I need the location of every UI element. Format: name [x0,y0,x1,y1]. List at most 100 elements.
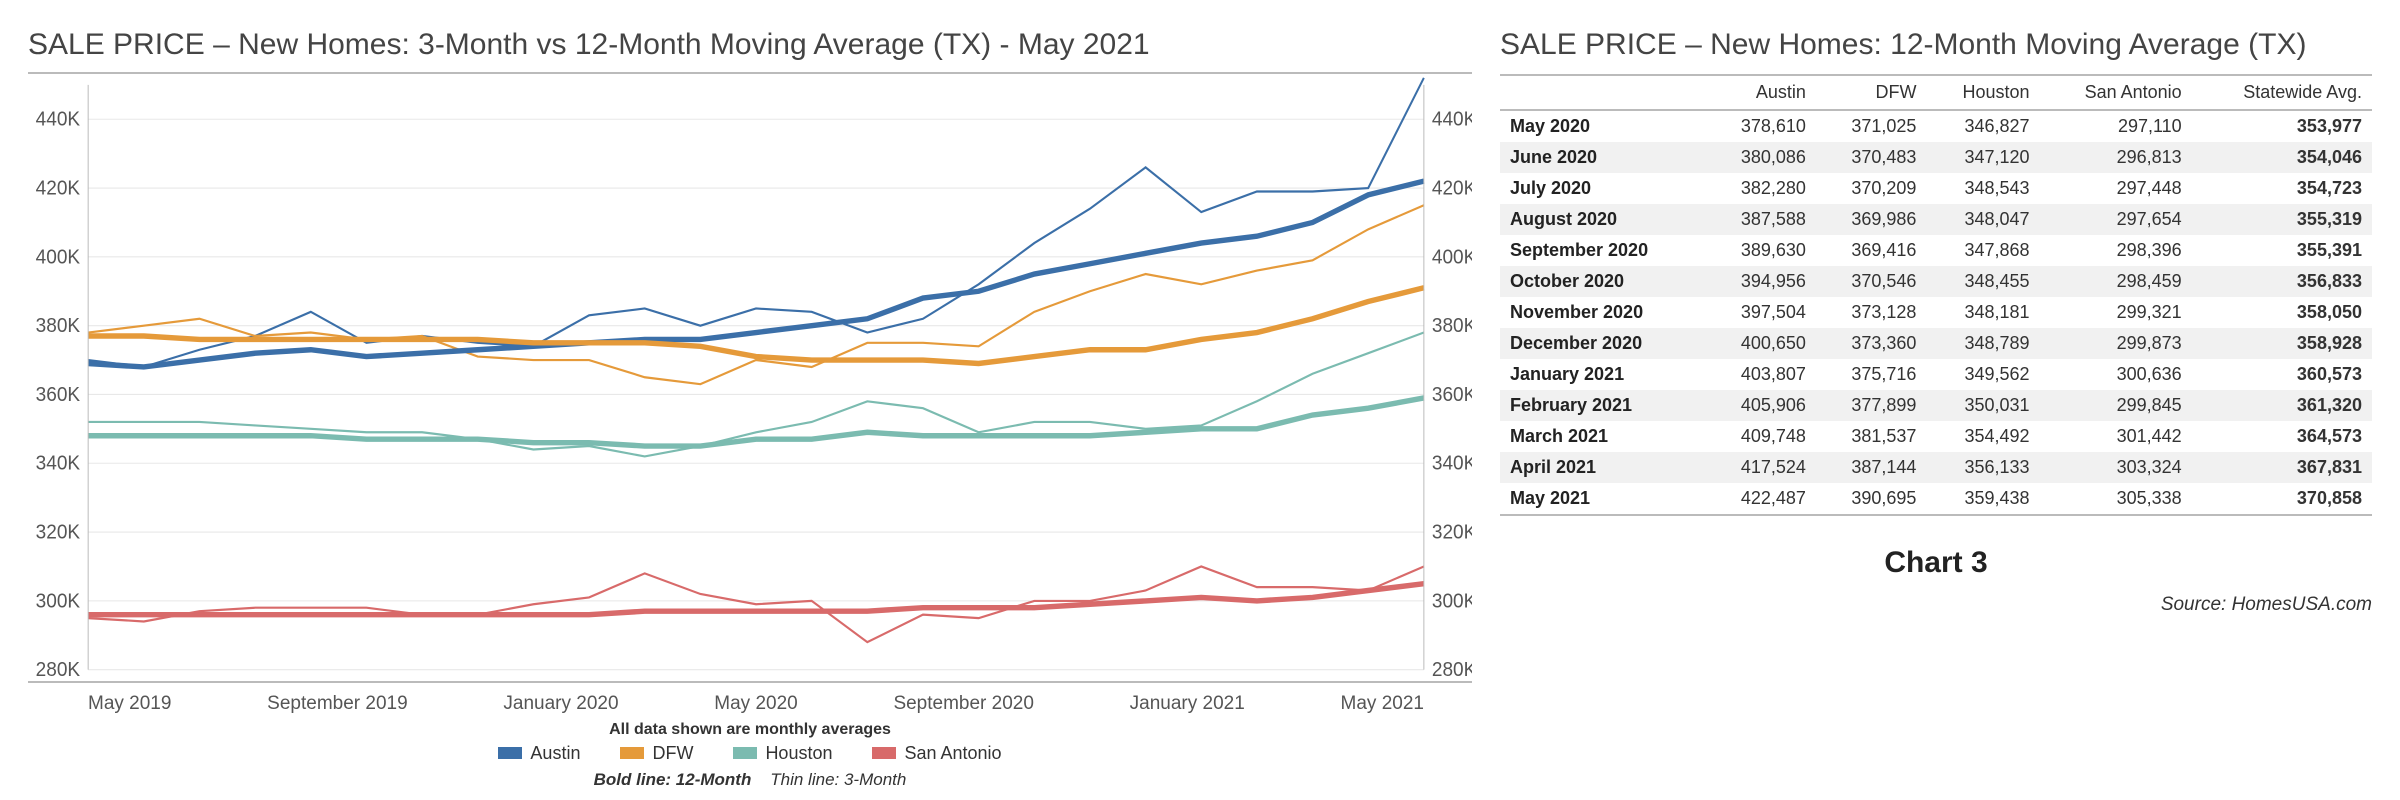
table-cell: 299,321 [2040,297,2192,328]
legend-label: San Antonio [904,743,1001,764]
table-cell: 370,483 [1816,142,1927,173]
table-cell: 354,046 [2192,142,2372,173]
table-row: October 2020394,956370,546348,455298,459… [1500,266,2372,297]
table-row: August 2020387,588369,986348,047297,6543… [1500,204,2372,235]
table-cell: June 2020 [1500,142,1705,173]
svg-text:340K: 340K [1432,452,1472,475]
table-cell: 297,110 [2040,110,2192,142]
table-cell: February 2021 [1500,390,1705,421]
x-axis-label: September 2020 [893,693,1034,715]
table-cell: 373,360 [1816,328,1927,359]
table-cell: 298,459 [2040,266,2192,297]
table-cell: 354,492 [1926,421,2039,452]
svg-text:360K: 360K [1432,383,1472,406]
legend: All data shown are monthly averages Aust… [28,721,1472,791]
table-row: March 2021409,748381,537354,492301,44236… [1500,421,2372,452]
table-cell: 350,031 [1926,390,2039,421]
svg-text:440K: 440K [1432,108,1472,131]
table-header: DFW [1816,75,1927,110]
x-axis-label: May 2019 [88,693,171,715]
table-header: Statewide Avg. [2192,75,2372,110]
table-cell: 348,789 [1926,328,2039,359]
table-cell: October 2020 [1500,266,1705,297]
table-cell: 354,723 [2192,173,2372,204]
table-cell: 378,610 [1705,110,1816,142]
table-row: May 2020378,610371,025346,827297,110353,… [1500,110,2372,142]
table-cell: 305,338 [2040,483,2192,515]
table-cell: 409,748 [1705,421,1816,452]
table-cell: 394,956 [1705,266,1816,297]
table-cell: 356,133 [1926,452,2039,483]
table-cell: 367,831 [2192,452,2372,483]
table-cell: 387,588 [1705,204,1816,235]
table-panel: SALE PRICE – New Homes: 12-Month Moving … [1490,0,2400,800]
table-cell: August 2020 [1500,204,1705,235]
legend-swatch [733,747,757,759]
table-cell: 382,280 [1705,173,1816,204]
table-cell: 299,873 [2040,328,2192,359]
table-cell: 359,438 [1926,483,2039,515]
table-cell: 348,455 [1926,266,2039,297]
table-row: April 2021417,524387,144356,133303,32436… [1500,452,2372,483]
svg-text:280K: 280K [36,659,80,681]
x-axis-label: September 2019 [267,693,408,715]
table-cell: 353,977 [2192,110,2372,142]
table-cell: 377,899 [1816,390,1927,421]
table-cell: 349,562 [1926,359,2039,390]
table-title: SALE PRICE – New Homes: 12-Month Moving … [1500,28,2372,62]
svg-text:300K: 300K [36,590,80,613]
table-cell: 361,320 [2192,390,2372,421]
table-cell: 400,650 [1705,328,1816,359]
table-cell: September 2020 [1500,235,1705,266]
table-cell: 297,654 [2040,204,2192,235]
data-table: AustinDFWHoustonSan AntonioStatewide Avg… [1500,74,2372,516]
svg-text:440K: 440K [36,108,80,131]
x-axis-label: January 2020 [503,693,618,715]
x-axis-label: January 2021 [1130,693,1245,715]
table-row: May 2021422,487390,695359,438305,338370,… [1500,483,2372,515]
table-cell: 375,716 [1816,359,1927,390]
line-12mo-houston [88,398,1424,446]
svg-text:380K: 380K [1432,315,1472,338]
table-header [1500,75,1705,110]
table-cell: 347,868 [1926,235,2039,266]
table-cell: 300,636 [2040,359,2192,390]
legend-note: Bold line: 12-Month Thin line: 3-Month [28,770,1472,790]
legend-caption: All data shown are monthly averages [28,721,1472,739]
svg-text:280K: 280K [1432,659,1472,681]
x-axis-labels: May 2019 September 2019 January 2020 May 20… [28,691,1472,715]
table-row: February 2021405,906377,899350,031299,84… [1500,390,2372,421]
table-cell: March 2021 [1500,421,1705,452]
table-cell: 417,524 [1705,452,1816,483]
table-row: January 2021403,807375,716349,562300,636… [1500,359,2372,390]
table-cell: 297,448 [2040,173,2192,204]
source-label: Source: HomesUSA.com [1500,594,2372,616]
x-axis-label: May 2021 [1341,693,1424,715]
line-3mo-austin [88,78,1424,367]
table-cell: January 2021 [1500,359,1705,390]
table-row: July 2020382,280370,209348,543297,448354… [1500,173,2372,204]
table-cell: 403,807 [1705,359,1816,390]
table-row: June 2020380,086370,483347,120296,813354… [1500,142,2372,173]
table-cell: May 2020 [1500,110,1705,142]
table-cell: 303,324 [2040,452,2192,483]
svg-text:400K: 400K [1432,246,1472,269]
table-cell: 299,845 [2040,390,2192,421]
chart-number-label: Chart 3 [1500,546,2372,580]
table-cell: 358,928 [2192,328,2372,359]
legend-swatch [498,747,522,759]
table-cell: 358,050 [2192,297,2372,328]
line-12mo-san-antonio [88,584,1424,615]
svg-text:360K: 360K [36,383,80,406]
table-cell: 397,504 [1705,297,1816,328]
table-cell: July 2020 [1500,173,1705,204]
table-row: November 2020397,504373,128348,181299,32… [1500,297,2372,328]
line-3mo-san-antonio [88,566,1424,642]
svg-text:300K: 300K [1432,590,1472,613]
table-cell: 369,416 [1816,235,1927,266]
svg-text:320K: 320K [1432,521,1472,544]
table-cell: 355,319 [2192,204,2372,235]
table-cell: May 2021 [1500,483,1705,515]
table-cell: 422,487 [1705,483,1816,515]
table-row: September 2020389,630369,416347,868298,3… [1500,235,2372,266]
